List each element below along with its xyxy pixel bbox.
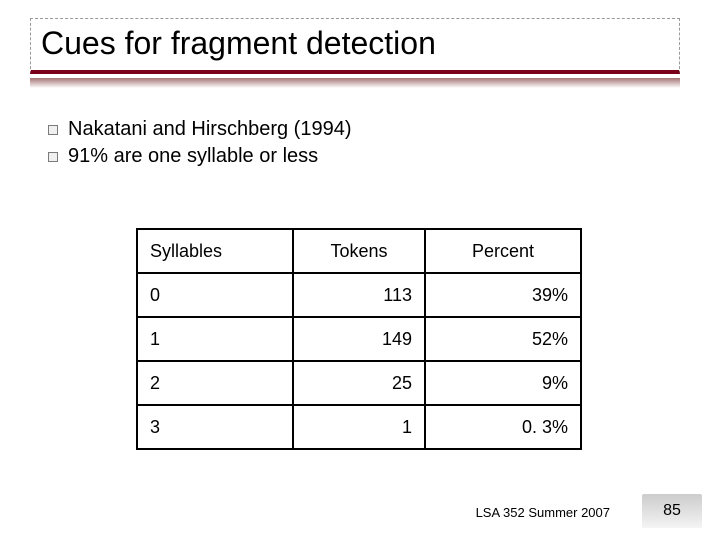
slide-title: Cues for fragment detection <box>41 25 669 62</box>
title-shadow <box>30 78 680 88</box>
cell-syllables: 2 <box>137 361 293 405</box>
cell-percent: 39% <box>425 273 581 317</box>
table-row: 1 149 52% <box>137 317 581 361</box>
bullet-item: 91% are one syllable or less <box>48 145 352 168</box>
cell-tokens: 149 <box>293 317 425 361</box>
footer-label: LSA 352 Summer 2007 <box>476 505 610 520</box>
cell-syllables: 3 <box>137 405 293 449</box>
bullet-text: Nakatani and Hirschberg (1994) <box>68 118 352 141</box>
col-header-percent: Percent <box>425 229 581 273</box>
table-row: 0 113 39% <box>137 273 581 317</box>
syllable-table: Syllables Tokens Percent 0 113 39% 1 149… <box>136 228 582 450</box>
page-number: 85 <box>642 494 702 528</box>
cell-percent: 0. 3% <box>425 405 581 449</box>
cell-tokens: 25 <box>293 361 425 405</box>
bullet-text: 91% are one syllable or less <box>68 145 318 168</box>
col-header-tokens: Tokens <box>293 229 425 273</box>
cell-tokens: 1 <box>293 405 425 449</box>
table-row: 3 1 0. 3% <box>137 405 581 449</box>
cell-tokens: 113 <box>293 273 425 317</box>
cell-syllables: 0 <box>137 273 293 317</box>
col-header-syllables: Syllables <box>137 229 293 273</box>
cell-percent: 9% <box>425 361 581 405</box>
cell-syllables: 1 <box>137 317 293 361</box>
table-header-row: Syllables Tokens Percent <box>137 229 581 273</box>
bullet-marker-icon <box>48 152 58 162</box>
table-row: 2 25 9% <box>137 361 581 405</box>
bullet-marker-icon <box>48 125 58 135</box>
title-box: Cues for fragment detection <box>30 18 680 74</box>
bullet-list: Nakatani and Hirschberg (1994) 91% are o… <box>48 118 352 172</box>
cell-percent: 52% <box>425 317 581 361</box>
bullet-item: Nakatani and Hirschberg (1994) <box>48 118 352 141</box>
